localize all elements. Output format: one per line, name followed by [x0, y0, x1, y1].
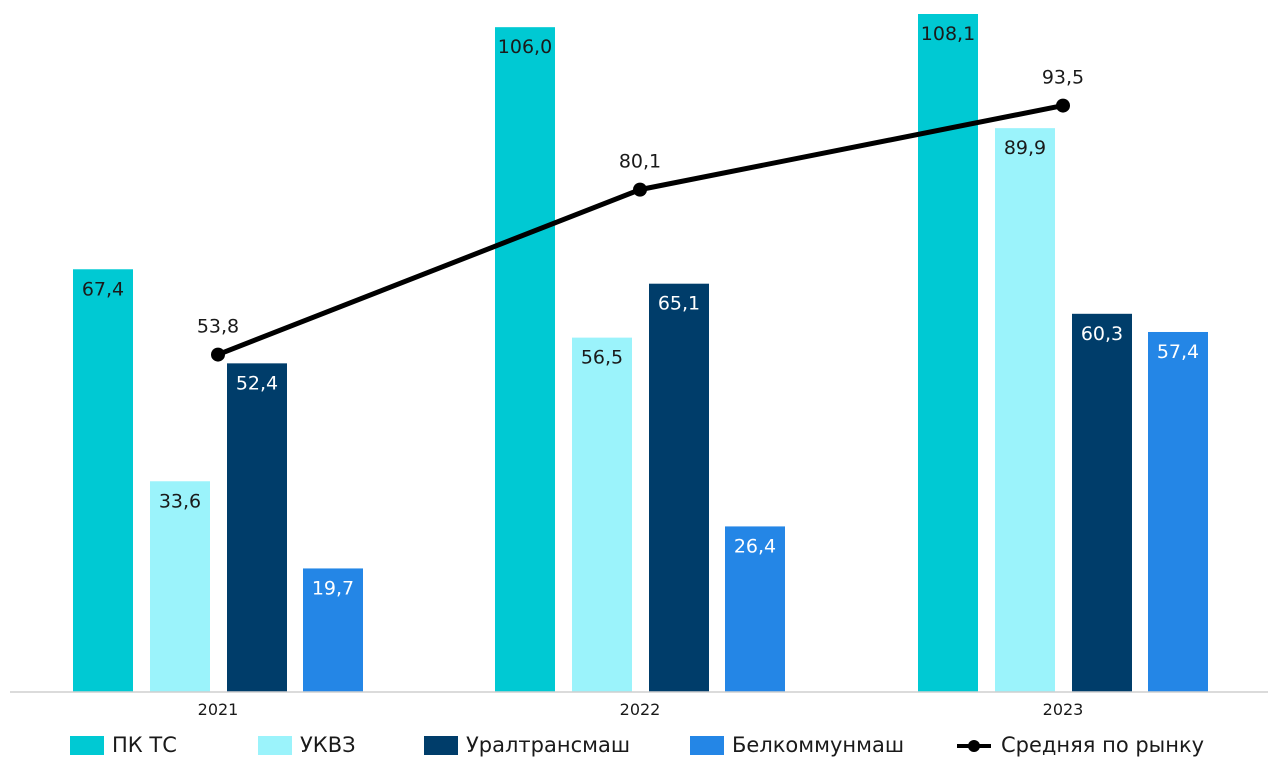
bar-series-0-cat-2 — [918, 14, 978, 692]
bar-series-2-cat-0 — [227, 363, 287, 692]
market-average-label-0: 53,8 — [197, 316, 239, 338]
legend-label-pk-ts: ПК ТС — [112, 733, 177, 757]
bar-series-2-cat-1 — [649, 283, 709, 692]
legend-label-ukvz: УКВЗ — [300, 733, 356, 757]
bar-label-series-0-cat-0: 67,4 — [82, 278, 124, 300]
legend-label-belkommunmash: Белкоммунмаш — [732, 733, 905, 757]
legend-item-pk-ts: ПК ТС — [70, 730, 177, 760]
market-average-label-1: 80,1 — [619, 151, 661, 173]
legend-swatch-ukvz — [258, 735, 292, 755]
bar-series-1-cat-0 — [150, 481, 210, 692]
bar-label-series-0-cat-1: 106,0 — [498, 36, 552, 58]
legend-item-uraltransmash: Уралтрансмаш — [424, 730, 630, 760]
bar-label-series-2-cat-2: 60,3 — [1081, 323, 1123, 345]
market-average-point-2 — [1056, 98, 1070, 113]
bar-series-1-cat-1 — [572, 337, 632, 692]
market-average-point-0 — [211, 347, 225, 362]
bar-series-1-cat-2 — [995, 128, 1055, 693]
bar-series-2-cat-2 — [1072, 313, 1132, 692]
x-tick-label-2: 2023 — [1043, 700, 1084, 719]
legend-swatch-belkommunmash — [690, 735, 724, 755]
bar-label-series-3-cat-0: 19,7 — [312, 577, 354, 599]
x-tick-label-1: 2022 — [620, 700, 661, 719]
legend-label-uraltransmash: Уралтрансмаш — [466, 733, 631, 757]
legend-label-market-average: Средняя по рынку — [1001, 733, 1205, 757]
bar-label-series-2-cat-0: 52,4 — [236, 372, 278, 394]
bar-label-series-1-cat-1: 56,5 — [581, 347, 623, 369]
legend-item-belkommunmash: Белкоммунмаш — [690, 730, 904, 760]
legend-item-ukvz: УКВЗ — [258, 730, 356, 760]
legend-swatch-uraltransmash — [424, 735, 458, 755]
bar-label-series-0-cat-2: 108,1 — [921, 23, 975, 45]
legend-item-market-average: Средняя по рынку — [957, 730, 1204, 760]
bar-label-series-3-cat-2: 57,4 — [1157, 341, 1199, 363]
x-tick-label-0: 2021 — [198, 700, 239, 719]
bar-label-series-1-cat-0: 33,6 — [159, 490, 201, 512]
bar-label-series-3-cat-1: 26,4 — [734, 535, 776, 557]
market-average-point-1 — [633, 182, 647, 197]
bar-series-3-cat-2 — [1148, 331, 1208, 692]
bar-series-3-cat-0 — [303, 568, 363, 692]
bar-series-0-cat-0 — [73, 269, 133, 692]
bar-series-3-cat-1 — [725, 526, 785, 692]
legend: ПК ТС УКВЗ Уралтрансмаш Белкоммунмаш Сре… — [0, 730, 1269, 760]
legend-line-marker — [957, 736, 991, 755]
legend-swatch-pk-ts — [70, 735, 104, 755]
market-average-label-2: 93,5 — [1042, 67, 1084, 89]
bar-series-0-cat-1 — [495, 27, 555, 692]
bar-label-series-1-cat-2: 89,9 — [1004, 137, 1046, 159]
bar-label-series-2-cat-1: 65,1 — [658, 293, 700, 315]
chart-svg: 67,4 106,0 108,1 33,6 56,5 89,9 52,4 65,1 60,3 19… — [10, 14, 1268, 719]
